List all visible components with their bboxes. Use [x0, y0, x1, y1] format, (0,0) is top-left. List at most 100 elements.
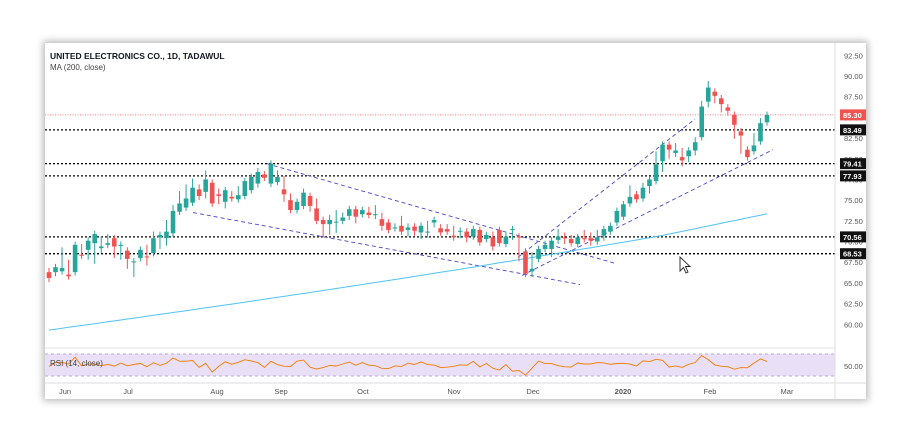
- candle-body: [412, 226, 417, 231]
- candle-body: [105, 243, 111, 245]
- candle-body: [157, 234, 163, 238]
- candle-body: [484, 234, 489, 240]
- candle-body: [72, 244, 78, 273]
- candle-body: [725, 107, 731, 111]
- mouse-cursor-icon: [679, 255, 692, 274]
- candle-body: [712, 91, 718, 96]
- candle-body: [594, 237, 600, 242]
- candle-body: [125, 250, 130, 259]
- candle-body: [438, 228, 443, 233]
- candle-body: [536, 248, 541, 259]
- candle-body: [262, 174, 267, 178]
- candle-body: [758, 123, 763, 142]
- candle-body: [764, 114, 770, 123]
- candle-body: [738, 131, 744, 136]
- price-badge: [840, 231, 866, 243]
- candle-body: [719, 98, 724, 105]
- candle-body: [640, 187, 646, 199]
- candle-body: [281, 189, 287, 195]
- candle-body: [751, 145, 757, 152]
- candle-body: [307, 196, 313, 206]
- candle-body: [673, 150, 678, 153]
- candle-body: [614, 210, 620, 223]
- candle-body: [170, 210, 176, 234]
- candle-body: [53, 267, 58, 273]
- candle-body: [268, 163, 274, 184]
- candle-body: [399, 225, 404, 232]
- candle-body: [692, 142, 698, 151]
- candle-body: [608, 225, 613, 232]
- candle-body: [92, 234, 97, 244]
- y-tick-label: 62.50: [844, 300, 863, 309]
- candle-body: [523, 251, 528, 274]
- x-tick-label: Sep: [274, 387, 287, 396]
- candle-body: [418, 225, 424, 233]
- candle-body: [457, 230, 463, 232]
- x-tick-label: Aug: [210, 387, 223, 396]
- candle-body: [705, 87, 711, 102]
- candle-body: [360, 210, 365, 215]
- candle-body: [366, 212, 372, 216]
- channel-rise-upper-line: [517, 118, 696, 258]
- candle-body: [568, 239, 574, 244]
- candle-body: [66, 274, 71, 277]
- candle-body: [634, 194, 639, 200]
- candle-body: [745, 149, 750, 158]
- candle-body: [647, 179, 652, 187]
- candle-body: [699, 106, 705, 138]
- chart-canvas[interactable]: 50.00 92.5090.0087.5085.0082.5080.0077.5…: [45, 43, 866, 399]
- y-tick-label: 90.00: [844, 72, 863, 81]
- candle-body: [732, 114, 737, 125]
- candle-body: [386, 222, 391, 230]
- candle-body: [562, 237, 567, 239]
- x-tick-label: Oct: [357, 387, 370, 396]
- candle-body: [555, 236, 561, 240]
- moving-average-line: [48, 213, 768, 331]
- x-tick-label: Feb: [704, 387, 717, 396]
- x-tick-label: Jul: [123, 387, 133, 396]
- candle-body: [581, 238, 587, 240]
- channel-rise-lower-line: [521, 149, 774, 276]
- candle-body: [497, 229, 502, 244]
- candle-body: [190, 187, 195, 203]
- chart-title: UNITED ELECTRONICS CO., 1D, TADAWUL: [50, 51, 225, 61]
- candle-body: [209, 182, 215, 204]
- candle-body: [373, 214, 378, 216]
- candle-body: [164, 231, 169, 239]
- candle-body: [275, 176, 280, 182]
- candle-body: [294, 201, 300, 211]
- price-badge-label: 70.56: [843, 233, 862, 242]
- rsi-tick-label: 50.00: [844, 362, 863, 371]
- y-tick-label: 67.50: [844, 258, 863, 267]
- price-badge-label: 68.53: [843, 250, 862, 259]
- candle-body: [235, 195, 241, 200]
- candle-body: [327, 220, 332, 225]
- price-badge-label: 79.41: [843, 160, 862, 169]
- candle-body: [183, 198, 189, 208]
- candle-body: [138, 249, 143, 259]
- y-tick-label: 75.00: [844, 196, 863, 205]
- candle-body: [588, 238, 594, 241]
- candle-body: [451, 235, 456, 238]
- candle-body: [627, 196, 633, 204]
- price-badge: [840, 124, 866, 136]
- candle-body: [392, 227, 398, 229]
- y-tick-label: 72.50: [844, 217, 863, 226]
- candle-body: [444, 229, 450, 232]
- candle-body: [98, 246, 104, 249]
- candle-body: [477, 229, 483, 243]
- candle-body: [229, 196, 235, 199]
- candle-body: [314, 208, 319, 221]
- rsi-line: [48, 355, 768, 376]
- candle-body: [464, 231, 470, 238]
- candle-body: [529, 268, 535, 272]
- price-badge: [840, 158, 866, 170]
- chart-frame: 50.00 92.5090.0087.5085.0082.5080.0077.5…: [45, 43, 866, 399]
- candle-body: [679, 157, 685, 161]
- candle-body: [490, 237, 496, 247]
- candle-body: [653, 164, 659, 182]
- y-tick-label: 92.50: [844, 51, 863, 60]
- candle-body: [575, 237, 581, 245]
- candle-body: [431, 220, 437, 223]
- rsi-band: [45, 354, 835, 376]
